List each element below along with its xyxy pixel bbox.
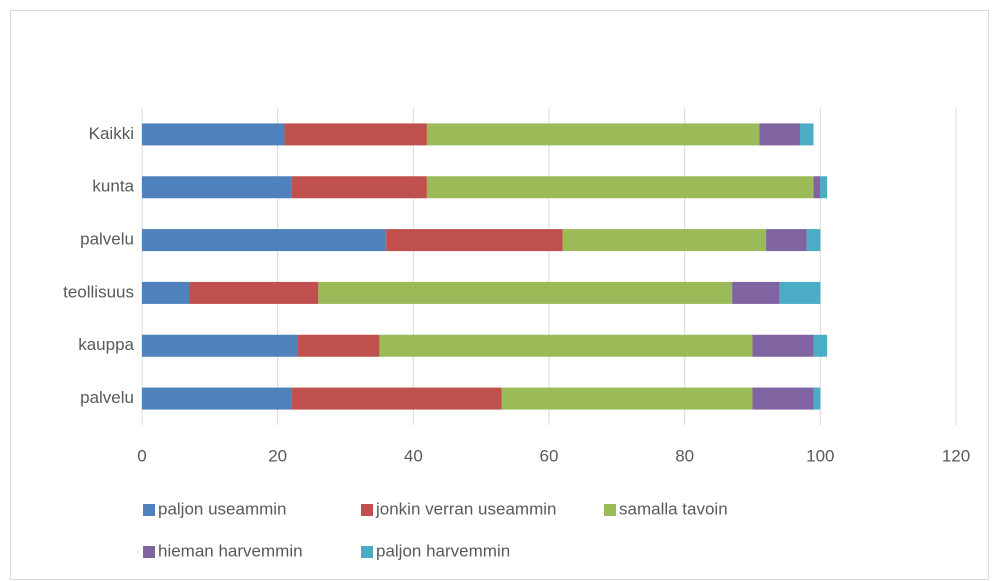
- legend-swatch: [143, 546, 155, 558]
- legend-label: paljon harvemmin: [376, 541, 510, 560]
- bar-segment: [813, 176, 821, 199]
- bar-segment: [318, 281, 733, 304]
- bar-segment: [291, 387, 502, 410]
- legend-label: paljon useammin: [158, 499, 287, 518]
- legend-swatch: [361, 546, 373, 558]
- bar-segment: [386, 229, 563, 252]
- bar-segment: [562, 229, 767, 252]
- bar-segment: [298, 334, 380, 357]
- y-tick-label: kunta: [92, 177, 134, 196]
- bar-segment: [189, 281, 319, 304]
- bar-segment: [766, 229, 807, 252]
- bar-segment: [501, 387, 753, 410]
- legend-swatch: [604, 504, 616, 516]
- bar-segment: [752, 334, 814, 357]
- bar-segment: [426, 123, 760, 146]
- bar-segment: [379, 334, 753, 357]
- x-tick-label: 60: [540, 446, 559, 465]
- legend-swatch: [143, 504, 155, 516]
- y-tick-label: teollisuus: [63, 282, 134, 301]
- bar-segment: [284, 123, 427, 146]
- bar-segment: [142, 281, 190, 304]
- x-tick-label: 100: [806, 446, 834, 465]
- x-tick-label: 80: [675, 446, 694, 465]
- x-tick-label: 120: [942, 446, 970, 465]
- y-tick-label: kauppa: [78, 335, 134, 354]
- legend-swatch: [361, 504, 373, 516]
- bar-segment: [752, 387, 814, 410]
- y-tick-label: palvelu: [80, 230, 134, 249]
- x-tick-label: 40: [404, 446, 423, 465]
- x-tick-label: 20: [268, 446, 287, 465]
- bar-segment: [426, 176, 814, 199]
- bar-segment: [291, 176, 427, 199]
- bar-segment: [779, 281, 821, 304]
- y-tick-label: Kaikki: [89, 124, 134, 143]
- x-tick-label: 0: [137, 446, 146, 465]
- bar-segment: [799, 123, 814, 146]
- bar-segment: [142, 123, 285, 146]
- bar-segment: [142, 387, 292, 410]
- bar-segment: [806, 229, 821, 252]
- bar-segment: [142, 176, 292, 199]
- legend-label: hieman harvemmin: [158, 541, 303, 560]
- legend-label: samalla tavoin: [619, 499, 728, 518]
- legend-label: jonkin verran useammin: [375, 499, 556, 518]
- bar-segment: [142, 229, 387, 252]
- y-tick-label: palvelu: [80, 388, 134, 407]
- bar-segment: [813, 387, 821, 410]
- bar-segment: [820, 176, 828, 199]
- bar-segment: [813, 334, 828, 357]
- bar-segment: [732, 281, 780, 304]
- bar-segment: [759, 123, 800, 146]
- bar-segment: [142, 334, 299, 357]
